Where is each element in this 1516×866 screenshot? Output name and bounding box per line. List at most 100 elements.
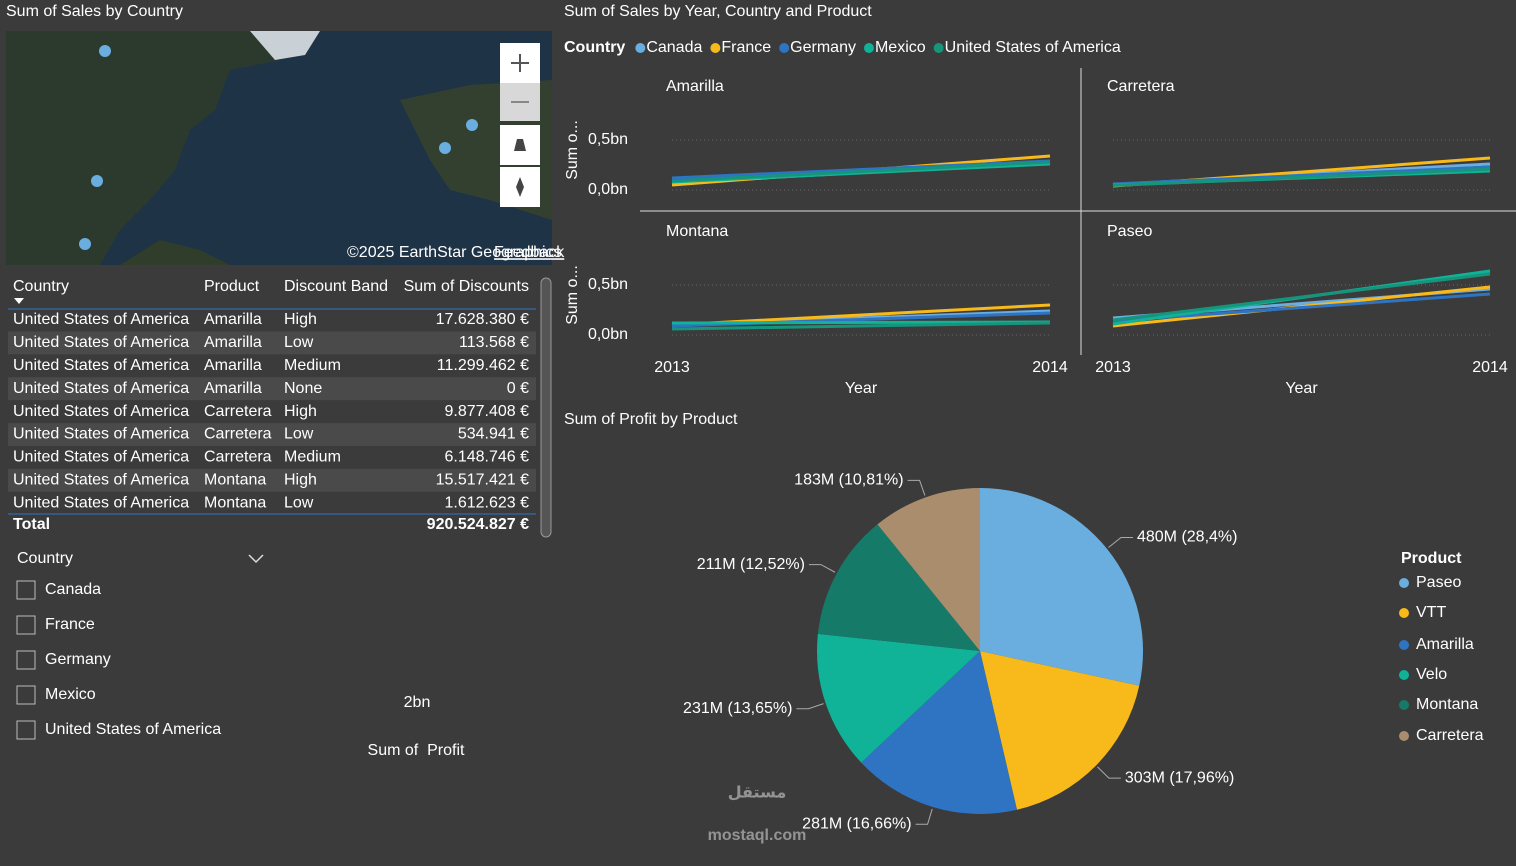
legend-label[interactable]: Mexico xyxy=(875,39,926,56)
legend-label[interactable]: United States of America xyxy=(945,39,1121,56)
slicer-item[interactable]: Germany xyxy=(45,651,111,668)
tilt-icon xyxy=(514,139,526,151)
series-line xyxy=(1112,167,1491,187)
pie-slice[interactable] xyxy=(980,651,1140,810)
map-marker[interactable] xyxy=(79,238,91,250)
checkbox[interactable] xyxy=(16,685,36,705)
table-cell: United States of America xyxy=(13,494,189,511)
row-band xyxy=(8,331,536,355)
slicer-item[interactable]: France xyxy=(45,616,95,633)
map-marker[interactable] xyxy=(91,175,103,187)
map-controls[interactable] xyxy=(500,43,540,207)
y-tick-label: 0,0bn xyxy=(588,181,628,198)
pie-slice[interactable] xyxy=(877,488,980,651)
table-cell: Low xyxy=(284,494,314,511)
slicer-item[interactable]: Mexico xyxy=(45,686,96,703)
legend-marker xyxy=(863,43,874,53)
table-cell: 534.941 € xyxy=(458,426,529,443)
table-cell: 113.568 € xyxy=(459,334,529,351)
legend-label[interactable]: France xyxy=(721,39,771,56)
checkbox[interactable] xyxy=(16,650,36,670)
map-land xyxy=(6,31,300,265)
checkbox[interactable] xyxy=(16,615,36,635)
scrollbar[interactable] xyxy=(540,277,552,538)
leader-line xyxy=(1097,766,1121,779)
data-label: 480M (28,4%) xyxy=(1137,529,1238,546)
legend-label[interactable]: Montana xyxy=(1416,696,1478,713)
pie-slice[interactable] xyxy=(816,633,980,763)
row-band xyxy=(8,377,536,401)
pie-slice[interactable] xyxy=(861,651,1017,814)
pie-slice[interactable] xyxy=(980,488,1143,686)
slicer-item[interactable]: United States of America xyxy=(45,721,221,738)
checkbox[interactable] xyxy=(16,720,36,740)
y-tick-label: 0,5bn xyxy=(588,276,628,293)
map-feedback[interactable]: Feedback xyxy=(494,244,565,261)
legend-label[interactable]: Carretera xyxy=(1416,727,1484,744)
legend-label[interactable]: Paseo xyxy=(1416,574,1461,591)
series-line xyxy=(1112,272,1491,322)
total-value: 920.524.827 € xyxy=(427,516,529,533)
table-cell: 1.612.623 € xyxy=(444,494,529,511)
column-header[interactable]: Sum of Discounts xyxy=(404,278,529,295)
column-header[interactable]: Product xyxy=(204,278,260,295)
x-tick-label: 2014 xyxy=(1032,359,1068,376)
legend-marker xyxy=(1399,640,1409,650)
table-cell: 9.877.408 € xyxy=(444,403,529,420)
table-cell: Carretera xyxy=(204,403,272,420)
series-line xyxy=(671,321,1051,331)
slicer-chevron[interactable] xyxy=(248,554,264,564)
table-cell: Medium xyxy=(284,357,341,374)
y-axis-title: Sum o... xyxy=(564,120,581,180)
x-axis-title: Year xyxy=(1285,380,1318,397)
column-header[interactable]: Country xyxy=(13,278,69,295)
watermark-arabic: مستقل xyxy=(728,783,787,802)
legend-label[interactable]: Amarilla xyxy=(1416,636,1474,653)
watermark-latin: mostaql.com xyxy=(708,827,807,844)
map-attribution: ©2025 EarthStar Geographics xyxy=(347,244,562,261)
slicer-item[interactable]: Canada xyxy=(45,581,101,598)
card-label: Sum of Profit xyxy=(368,742,465,759)
y-tick-label: 0,0bn xyxy=(588,326,628,343)
map-marker[interactable] xyxy=(99,45,111,57)
series-line xyxy=(671,160,1051,183)
leader-line xyxy=(907,479,926,496)
table-cell: Carretera xyxy=(204,426,272,443)
sort-indicator xyxy=(14,298,24,304)
legend-marker xyxy=(710,43,721,53)
y-axis-title: Sum o... xyxy=(564,265,581,325)
legend-marker xyxy=(1399,670,1409,680)
table-cell: Amarilla xyxy=(204,334,262,351)
pie-slice[interactable] xyxy=(817,524,980,651)
table-cell: Amarilla xyxy=(204,380,262,397)
y-tick-label: 0,5bn xyxy=(588,131,628,148)
map-marker[interactable] xyxy=(466,119,478,131)
legend-label[interactable]: Velo xyxy=(1416,666,1447,683)
card-value: 2bn xyxy=(404,694,431,711)
legend-marker xyxy=(1399,731,1409,741)
series-line xyxy=(671,320,1051,325)
table-cell: Amarilla xyxy=(204,311,262,328)
chart-title: Sum of Profit by Product xyxy=(564,411,738,428)
legend-label[interactable]: VTT xyxy=(1416,604,1446,621)
total-label: Total xyxy=(13,516,50,533)
map-land xyxy=(120,240,230,265)
x-tick-label: 2013 xyxy=(1095,359,1131,376)
legend-label[interactable]: Canada xyxy=(646,39,702,56)
legend-marker xyxy=(1399,608,1409,618)
table-cell: Medium xyxy=(284,449,341,466)
table-cell: None xyxy=(284,380,322,397)
row-band xyxy=(8,468,536,492)
checkbox[interactable] xyxy=(16,580,36,600)
data-label: 281M (16,66%) xyxy=(802,815,911,832)
table-cell: Montana xyxy=(204,472,266,489)
legend-marker xyxy=(933,43,944,53)
column-header[interactable]: Discount Band xyxy=(284,278,388,295)
table-cell: Carretera xyxy=(204,449,272,466)
compass-icon xyxy=(516,177,524,197)
zoom-in-icon xyxy=(511,54,529,72)
map-marker[interactable] xyxy=(439,142,451,154)
legend-label[interactable]: Germany xyxy=(790,39,856,56)
